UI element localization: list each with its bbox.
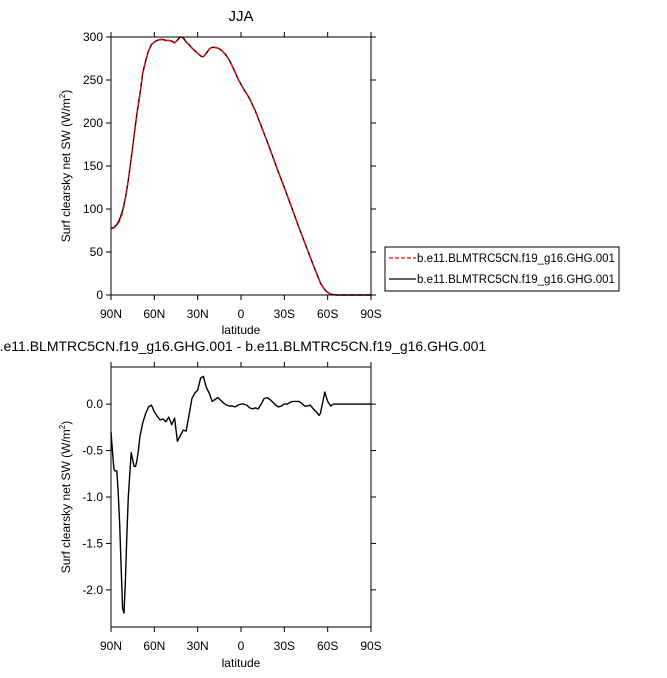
legend-box (384, 246, 620, 292)
top-ytick-label: 50 (90, 245, 104, 259)
bottom-xtick-label: 30S (274, 639, 295, 653)
top-ytick-label: 300 (83, 30, 103, 44)
top-x-axis-label: latitude (222, 323, 261, 337)
top-ytick-label: 100 (83, 202, 103, 216)
top-xtick-label: 60S (317, 307, 338, 321)
bottom-ytick-label: -1.0 (82, 490, 103, 504)
bottom-xtick-label: 0 (238, 639, 245, 653)
top-xtick-label: 0 (238, 307, 245, 321)
bottom-ytick-label: -1.5 (82, 536, 103, 550)
bottom-xtick-label: 60N (143, 639, 165, 653)
bottom-series-line-1 (110, 375, 371, 614)
bottom-ytick-label: -2.0 (82, 583, 103, 597)
bottom-chart-title: b.e11.BLMTRC5CN.f19_g16.GHG.001 - b.e11.… (0, 338, 486, 354)
bottom-xtick-label: 90N (100, 639, 122, 653)
legend-entry-label: b.e11.BLMTRC5CN.f19_g16.GHG.001 (417, 253, 615, 265)
bottom-ytick-label: 0.0 (86, 397, 103, 411)
legend: b.e11.BLMTRC5CN.f19_g16.GHG.001 b.e11.BL… (384, 246, 620, 292)
legend-entry-label: b.e11.BLMTRC5CN.f19_g16.GHG.001 (417, 274, 615, 286)
top-plot-frame (110, 36, 372, 296)
top-panel: JJA 0 50 100 150 200 250 300 90N 60N 30N 0 30S 60S 9… (58, 8, 382, 337)
top-ytick-label: 0 (96, 288, 103, 302)
bottom-panel: b.e11.BLMTRC5CN.f19_g16.GHG.001 - b.e11.… (0, 338, 486, 670)
bottom-xtick-label: 90S (360, 639, 381, 653)
bottom-xtick-label: 30N (187, 639, 209, 653)
bottom-y-axis-label: Surf clearsky net SW (W/m2) (58, 421, 73, 573)
top-ytick-label: 150 (83, 159, 103, 173)
top-series-line-2 (110, 36, 371, 296)
top-xtick-label: 30N (187, 307, 209, 321)
top-chart-title: JJA (228, 8, 253, 25)
top-y-axis-label: Surf clearsky net SW (W/m2) (58, 90, 73, 242)
top-ytick-label: 250 (83, 73, 103, 87)
top-xtick-label: 30S (274, 307, 295, 321)
top-ytick-label: 200 (83, 116, 103, 130)
top-xtick-label: 60N (143, 307, 165, 321)
bottom-xtick-label: 60S (317, 639, 338, 653)
bottom-x-axis-label: latitude (222, 656, 261, 670)
top-series-line-1 (110, 36, 371, 296)
top-xtick-label: 90N (100, 307, 122, 321)
top-xtick-label: 90S (360, 307, 381, 321)
bottom-ytick-label: -0.5 (82, 444, 103, 458)
